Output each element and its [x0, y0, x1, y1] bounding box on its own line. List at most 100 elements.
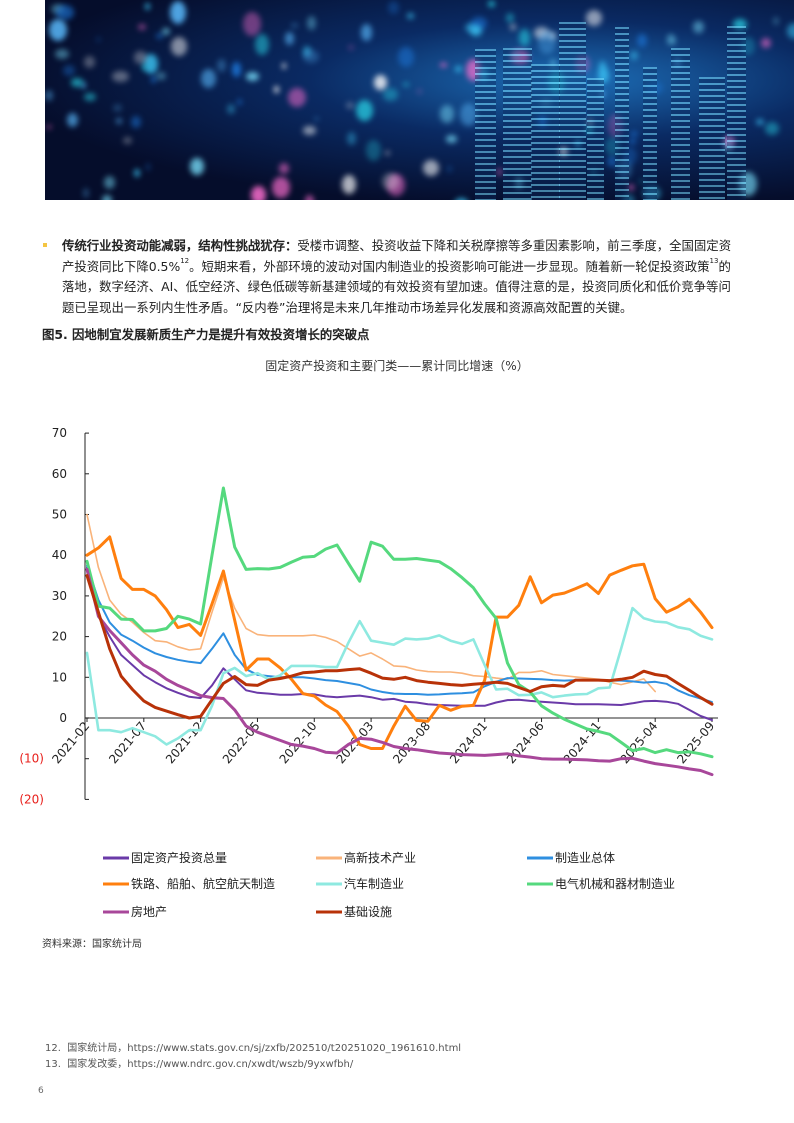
- y-tick-label: 0: [59, 711, 67, 725]
- light-bokeh: [226, 104, 236, 115]
- y-tick-label: 70: [52, 426, 67, 440]
- light-bokeh: [360, 24, 373, 42]
- footnote-text[interactable]: 国家发改委，https://www.ndrc.gov.cn/xwdt/wszb/…: [67, 1059, 354, 1070]
- light-bokeh: [446, 135, 457, 143]
- light-bokeh: [382, 87, 399, 102]
- legend-label: 基础设施: [344, 905, 392, 919]
- light-bokeh: [115, 117, 123, 124]
- light-bokeh: [454, 66, 462, 72]
- light-bokeh: [131, 115, 141, 129]
- y-tick-label: (10): [19, 752, 44, 766]
- text-flow: 传统行业投资动能减弱，结构性挑战犹存：受楼市调整、投资收益下降和关税摩擦等多重因…: [0, 236, 794, 374]
- building-light: [727, 25, 747, 200]
- light-bokeh: [693, 21, 704, 33]
- light-bokeh: [190, 157, 204, 176]
- light-bokeh: [366, 140, 382, 161]
- light-bokeh: [243, 11, 261, 37]
- footnote-number: 13.: [45, 1059, 61, 1070]
- header-image: [45, 0, 794, 200]
- footnote-ref[interactable]: 12: [180, 256, 190, 265]
- light-bokeh: [161, 28, 170, 36]
- light-bokeh: [83, 55, 95, 68]
- light-bokeh: [403, 82, 409, 87]
- light-bokeh: [760, 37, 772, 49]
- light-bokeh: [281, 62, 286, 69]
- light-bokeh: [273, 86, 279, 94]
- x-tick-label: 2023-08: [390, 719, 433, 766]
- light-bokeh: [255, 34, 269, 56]
- light-bokeh: [417, 88, 422, 94]
- light-bokeh: [509, 23, 517, 31]
- footnote-12: 12. 国家统计局，https://www.stats.gov.cn/sj/zx…: [45, 1039, 461, 1054]
- y-tick-label: 30: [52, 589, 67, 603]
- building-light: [671, 48, 690, 200]
- legend-label: 制造业总体: [555, 851, 615, 865]
- series-line: [85, 535, 714, 750]
- light-bokeh: [765, 121, 780, 135]
- light-bokeh: [666, 35, 677, 45]
- footnote-text[interactable]: 国家统计局，https://www.stats.gov.cn/sj/zxfb/2…: [67, 1043, 462, 1054]
- light-bokeh: [538, 30, 557, 54]
- light-bokeh: [134, 169, 141, 178]
- legend-label: 房地产: [131, 904, 167, 919]
- light-bokeh: [156, 33, 163, 39]
- building-light: [615, 27, 630, 200]
- light-bokeh: [55, 49, 69, 60]
- series-line: [85, 606, 714, 746]
- series-line: [86, 566, 713, 721]
- bullet-marker: [43, 243, 47, 247]
- light-bokeh: [342, 174, 357, 194]
- y-tick-label: 50: [52, 508, 67, 522]
- light-bokeh: [630, 131, 639, 137]
- light-bokeh: [201, 69, 217, 89]
- light-bokeh: [496, 168, 502, 176]
- light-bokeh: [111, 70, 130, 83]
- legend-label: 固定资产投资总量: [131, 850, 227, 865]
- figure-title: 图5. 因地制宜发展新质生产力是提升有效投资增长的突破点: [42, 327, 370, 342]
- light-bokeh: [314, 117, 319, 122]
- paragraph-text: 受楼市调整、投资收益下降和关税摩擦等多重因素影响，前三季度，全国固定资产投资同比…: [62, 238, 732, 274]
- light-bokeh: [288, 87, 306, 107]
- light-bokeh: [156, 72, 166, 80]
- light-bokeh: [386, 174, 405, 196]
- light-bokeh: [384, 151, 391, 156]
- light-bokeh: [453, 197, 471, 200]
- building-light: [531, 64, 560, 200]
- y-tick-label: 60: [52, 467, 67, 481]
- light-bokeh: [272, 176, 290, 199]
- x-tick-label: 2025-09: [674, 719, 717, 766]
- light-bokeh: [63, 64, 75, 76]
- source-note: 资料来源：国家统计局: [42, 939, 142, 950]
- light-bokeh: [112, 103, 123, 112]
- footnote-13: 13. 国家发改委，https://www.ndrc.gov.cn/xwdt/w…: [45, 1055, 353, 1070]
- light-bokeh: [71, 77, 83, 87]
- light-bokeh: [145, 2, 151, 10]
- light-bokeh: [607, 156, 617, 167]
- light-bokeh: [397, 47, 414, 67]
- light-bokeh: [469, 24, 482, 37]
- page-number: 6: [38, 1086, 44, 1096]
- light-bokeh: [285, 31, 295, 46]
- light-bokeh: [506, 12, 515, 23]
- light-bokeh: [423, 159, 440, 176]
- light-bokeh: [84, 92, 96, 102]
- x-tick-label: 2022-05: [220, 719, 263, 766]
- light-bokeh: [374, 75, 387, 90]
- footnote-ref[interactable]: 13: [709, 256, 719, 265]
- light-bokeh: [599, 61, 607, 73]
- light-bokeh: [406, 13, 415, 19]
- light-bokeh: [45, 124, 52, 130]
- light-bokeh: [348, 44, 354, 51]
- light-bokeh: [170, 0, 187, 24]
- light-bokeh: [303, 49, 320, 64]
- light-bokeh: [439, 105, 455, 123]
- paragraph-text: 。短期来看，外部环境的波动对国内制造业的投资影响可能进一步显现。随着新一轮促投资…: [189, 258, 710, 274]
- y-tick-label: 20: [52, 630, 67, 644]
- building-light: [699, 77, 726, 200]
- light-bokeh: [304, 195, 314, 200]
- series-line: [85, 574, 714, 720]
- light-bokeh: [278, 163, 289, 174]
- light-bokeh: [639, 179, 645, 185]
- line-chart: 70 60 50 40 30 20 10 0 (10) (20) 2021-02 2021-07 202…: [19, 426, 718, 919]
- light-bokeh: [307, 15, 317, 30]
